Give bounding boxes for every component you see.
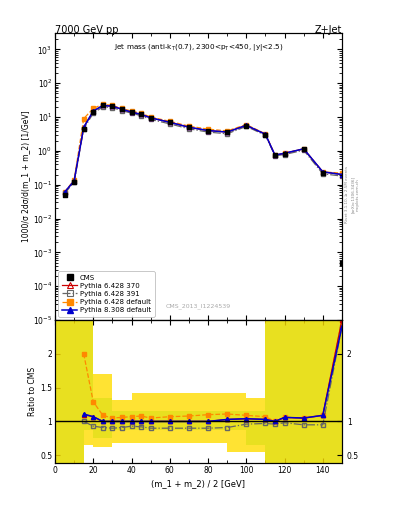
- Legend: CMS, Pythia 6.428 370, Pythia 6.428 391, Pythia 6.428 default, Pythia 8.308 defa: CMS, Pythia 6.428 370, Pythia 6.428 391,…: [59, 271, 154, 316]
- Point: [224, 129, 230, 137]
- Point: [100, 101, 106, 110]
- Text: Rivet 3.1.10, ≥ 2.5M events: Rivet 3.1.10, ≥ 2.5M events: [345, 166, 349, 223]
- Point: [205, 126, 211, 135]
- Point: [320, 169, 326, 177]
- Text: Jet mass (anti-k$_\mathregular{T}$(0.7), 2300<p$_\mathregular{T}$<450, |y|<2.5): Jet mass (anti-k$_\mathregular{T}$(0.7),…: [114, 42, 283, 53]
- Point: [281, 150, 288, 158]
- Point: [186, 123, 192, 132]
- Point: [119, 105, 125, 113]
- Point: [138, 110, 144, 118]
- Y-axis label: Ratio to CMS: Ratio to CMS: [28, 367, 37, 416]
- Point: [262, 131, 268, 139]
- Point: [301, 145, 307, 154]
- Point: [109, 102, 116, 110]
- Point: [71, 178, 77, 186]
- Y-axis label: 1000/σ 2dσ/d(m_1 + m_2) [1/GeV]: 1000/σ 2dσ/d(m_1 + m_2) [1/GeV]: [21, 111, 30, 243]
- Point: [243, 122, 250, 130]
- X-axis label: (m_1 + m_2) / 2 [GeV]: (m_1 + m_2) / 2 [GeV]: [151, 479, 246, 488]
- Point: [272, 151, 278, 159]
- Text: [arXiv:1306.3436]: [arXiv:1306.3436]: [351, 176, 355, 213]
- Text: Z+Jet: Z+Jet: [314, 25, 342, 35]
- Point: [90, 108, 96, 116]
- Point: [339, 259, 345, 267]
- Text: 7000 GeV pp: 7000 GeV pp: [55, 25, 119, 35]
- Point: [167, 118, 173, 126]
- Point: [61, 191, 68, 199]
- Point: [81, 125, 87, 133]
- Point: [147, 114, 154, 122]
- Text: CMS_2013_I1224539: CMS_2013_I1224539: [166, 303, 231, 309]
- Text: mcplots.cern.ch: mcplots.cern.ch: [356, 178, 360, 211]
- Point: [129, 108, 135, 116]
